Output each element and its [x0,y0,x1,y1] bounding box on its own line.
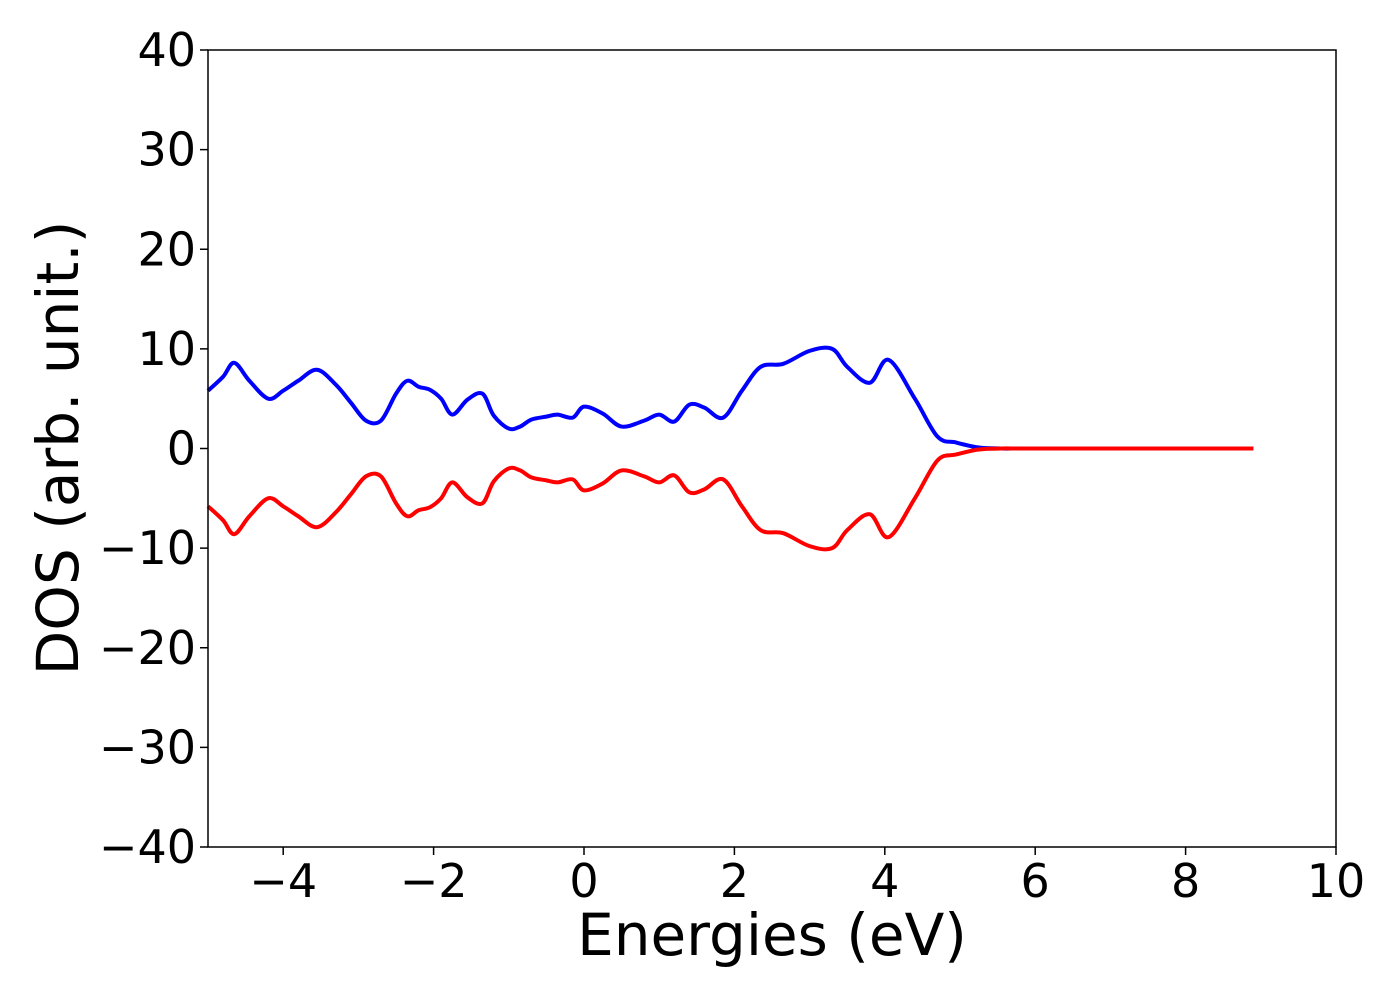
x-tick-label: 0 [569,854,598,908]
x-tick-label: −2 [400,854,468,908]
y-tick-label: −40 [99,820,196,874]
y-tick-label: −30 [99,720,196,774]
plot-area [206,345,1254,552]
y-tick-label: 10 [137,322,196,376]
y-tick-label: 20 [137,222,196,276]
y-tick-label: 40 [137,23,196,77]
x-tick-label: 6 [1021,854,1050,908]
dos-up-line [206,345,1254,451]
x-tick-label: 10 [1307,854,1366,908]
x-tick-label: −4 [249,854,317,908]
y-tick-label: 30 [137,123,196,177]
y-axis-label: DOS (arb. unit.) [24,221,92,676]
x-tick-label: 8 [1171,854,1200,908]
x-tick-label: 2 [720,854,749,908]
x-tick-label: 4 [870,854,899,908]
y-tick-label: 0 [167,422,196,476]
y-tick-label: −20 [99,621,196,675]
x-axis-label: Energies (eV) [577,901,967,969]
dos-down-line [206,446,1254,552]
y-tick-label: −10 [99,521,196,575]
